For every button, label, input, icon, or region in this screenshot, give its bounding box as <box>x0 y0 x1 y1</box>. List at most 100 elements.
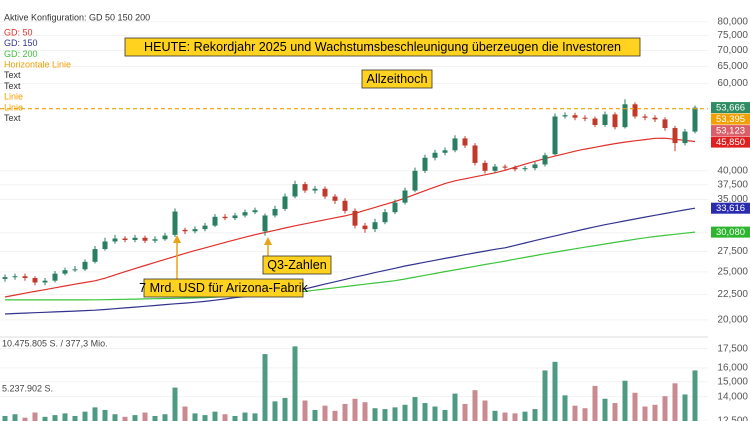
candle-body <box>102 241 108 250</box>
candle-body <box>602 114 608 125</box>
y-tick-label: 70,000 <box>717 45 748 56</box>
volume-bar <box>402 404 408 421</box>
candle-body <box>362 225 368 230</box>
candle-body <box>2 277 8 279</box>
legend-entry: Text <box>4 113 21 123</box>
volume-bar <box>572 405 578 421</box>
price-badge <box>711 226 750 238</box>
annotation-box <box>361 69 433 89</box>
volume-bar <box>542 370 548 421</box>
candle-body <box>402 190 408 203</box>
candle-body <box>92 249 98 262</box>
volume-bar <box>632 392 638 421</box>
candle-body <box>222 216 228 219</box>
candle-body <box>312 188 318 191</box>
candle-body <box>492 166 498 171</box>
volume-bar <box>422 403 428 421</box>
volume-bar <box>492 410 498 421</box>
candle-body <box>472 145 478 163</box>
volume-tick-label: 5.237.902 S. <box>2 383 53 393</box>
candle-body <box>562 115 568 117</box>
volume-bar <box>122 416 128 421</box>
price-badge <box>711 102 750 114</box>
candle-body <box>462 138 468 146</box>
volume-bar <box>142 412 148 421</box>
annotation: HEUTE: Rekordjahr 2025 und Wachstumsbesc… <box>124 37 641 57</box>
candle-body <box>532 164 538 169</box>
legend-entry: Linie <box>4 92 23 102</box>
volume-bar <box>672 383 678 421</box>
candle-body <box>192 229 198 232</box>
candle-body <box>292 184 298 197</box>
volume-bar <box>682 394 688 421</box>
volume-bars <box>2 346 698 421</box>
grid: 80,000 75,000 70,000 65,000 60,000 40,000 37,5… <box>0 16 748 421</box>
candle-body <box>272 208 278 216</box>
candle-body <box>572 115 578 118</box>
candle-body <box>502 166 508 168</box>
candle-body <box>252 210 258 213</box>
candle-body <box>52 273 58 281</box>
candle-body <box>552 116 558 155</box>
candle-body <box>682 131 688 144</box>
volume-bar <box>2 415 8 421</box>
candle-body <box>522 168 528 170</box>
annotation: Q3-Zahlen <box>262 237 332 275</box>
candle-body <box>692 107 698 132</box>
volume-bar <box>242 412 248 421</box>
volume-bar <box>302 400 308 421</box>
volume-bar <box>332 410 338 421</box>
candle-body <box>652 117 658 120</box>
y-tick-label: 35,000 <box>717 194 748 205</box>
ma-line <box>4 137 696 298</box>
legend-entry: GD: 200 <box>4 49 38 59</box>
y-tick-label: 12,500 <box>717 416 748 421</box>
volume-bar <box>432 406 438 421</box>
y-tick-label: 16,000 <box>717 363 748 374</box>
candle-body <box>672 128 678 144</box>
candle-body <box>582 117 588 119</box>
volume-bar <box>42 416 48 421</box>
volume-bar <box>52 415 58 421</box>
price-badge <box>711 202 750 214</box>
volume-bar <box>602 398 608 421</box>
candle-body <box>442 150 448 153</box>
price-badge-label: 53,395 <box>716 114 745 125</box>
volume-bar <box>412 397 418 421</box>
volume-bar <box>152 415 158 421</box>
candle-body <box>12 276 18 278</box>
volume-bar <box>212 411 218 421</box>
candle-body <box>182 229 188 232</box>
volume-bar <box>452 393 458 421</box>
candle-body <box>322 188 328 197</box>
candle-body <box>262 215 268 232</box>
candle-body <box>622 104 628 128</box>
volume-bar <box>292 346 298 421</box>
candle-body <box>112 238 118 242</box>
candle-body <box>32 278 38 283</box>
candle-body <box>632 104 638 117</box>
ma-line <box>5 231 696 301</box>
price-badge-label: 30,080 <box>716 227 745 238</box>
volume-bar <box>202 415 208 421</box>
candle-body <box>372 222 378 230</box>
y-tick-label: 22,500 <box>717 289 748 300</box>
volume-bar <box>372 408 378 421</box>
annotation-text: HEUTE: Rekordjahr 2025 und Wachstumsbesc… <box>144 40 621 54</box>
volume-bar <box>342 403 348 421</box>
candle-body <box>352 210 358 226</box>
price-badge-label: 45,850 <box>716 137 745 148</box>
legend-entry: GD: 50 <box>4 27 33 37</box>
annotation-text: Allzeithoch <box>367 72 428 86</box>
volume-bar <box>132 415 138 421</box>
candle-body <box>142 237 148 241</box>
volume-tick-label: 10.475.805 S. / 377,3 Mio. <box>2 338 108 348</box>
candle-body <box>392 202 398 213</box>
candle-body <box>152 239 158 241</box>
candle-body <box>162 235 168 240</box>
volume-bar <box>32 412 38 421</box>
volume-bar <box>172 387 178 421</box>
volume-bar <box>462 403 468 421</box>
candle-body <box>232 215 238 219</box>
